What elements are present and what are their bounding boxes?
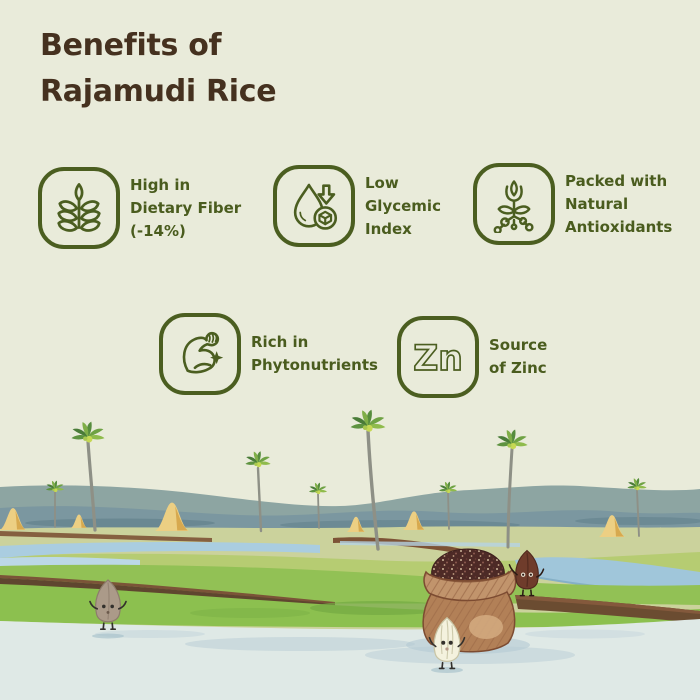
- benefit-label-line: High in: [130, 175, 191, 194]
- dirt-path: [0, 619, 700, 700]
- benefit-zinc: Zn Source of Zinc: [397, 316, 547, 398]
- page-title: Benefits of Rajamudi Rice: [40, 23, 277, 115]
- benefit-phytonutrients: Rich in Phytonutrients: [159, 313, 378, 395]
- zinc-symbol-text: Zn: [413, 339, 463, 379]
- benefit-label: Packed with Natural Antioxidants: [565, 170, 672, 239]
- palm-tree: [245, 451, 271, 533]
- benefit-label: Rich in Phytonutrients: [251, 331, 378, 377]
- benefit-label-line: Phytonutrients: [251, 356, 378, 374]
- page-title-line-2: Rajamudi Rice: [40, 74, 277, 109]
- palm-tree: [496, 429, 528, 549]
- benefit-dietary-fiber: High in Dietary Fiber (-14%): [38, 167, 241, 249]
- page-title-line-1: Benefits of: [40, 28, 222, 63]
- benefit-label-line: Antioxidants: [565, 217, 673, 236]
- palm-tree: [627, 478, 647, 537]
- palm-tree: [71, 421, 105, 532]
- low-glycemic-droplet-icon: [273, 165, 355, 247]
- benefit-label-line: (-14%): [130, 221, 186, 240]
- benefit-label-line: Rich in: [251, 333, 309, 351]
- antioxidant-plant-icon: [473, 163, 555, 245]
- benefit-antioxidants: Packed with Natural Antioxidants: [473, 163, 672, 245]
- grain-mascot-brown: [508, 549, 545, 597]
- benefit-low-glycemic: Low Glycemic Index: [273, 165, 441, 247]
- benefit-label-line: Packed with: [565, 171, 668, 190]
- zinc-symbol-icon: Zn: [397, 316, 479, 398]
- palm-tree: [46, 480, 64, 528]
- grain-mascot-white: [428, 616, 466, 670]
- palm-trees: [46, 409, 647, 551]
- benefit-label: High in Dietary Fiber (-14%): [130, 174, 241, 243]
- palm-tree: [439, 481, 457, 530]
- palm-tree: [350, 409, 386, 551]
- grain-mascot-grey: [89, 579, 127, 631]
- benefit-label: Source of Zinc: [489, 334, 547, 380]
- benefit-label-line: of Zinc: [489, 359, 547, 377]
- benefit-label-line: Source: [489, 336, 548, 354]
- benefit-label-line: Dietary Fiber: [130, 198, 242, 217]
- benefit-label: Low Glycemic Index: [365, 172, 441, 241]
- wheat-grain-icon: [38, 167, 120, 249]
- palm-tree: [309, 482, 327, 529]
- muscle-arm-icon: [159, 313, 241, 395]
- benefit-label-line: Natural: [565, 194, 629, 213]
- benefit-label-line: Index: [365, 219, 412, 238]
- benefit-label-line: Glycemic: [365, 196, 441, 215]
- benefit-label-line: Low: [365, 173, 399, 192]
